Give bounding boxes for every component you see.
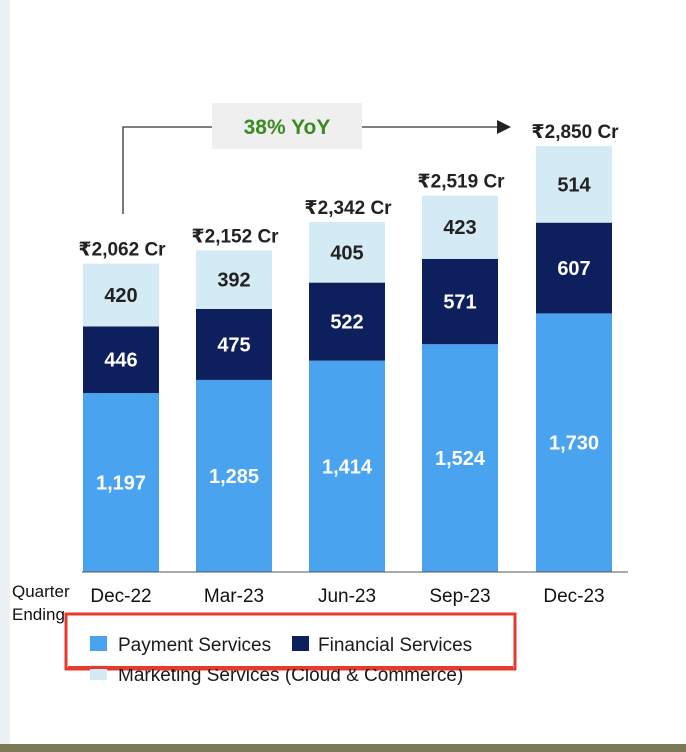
- bar-total-label: ₹2,152 Cr: [191, 226, 279, 247]
- bar-value-label: 571: [443, 292, 476, 314]
- bar-value-label: 392: [217, 270, 250, 292]
- legend-swatch: [90, 636, 107, 651]
- bar-segment: [422, 344, 498, 572]
- bar-segment: [536, 313, 612, 572]
- bar-segment: [309, 222, 385, 283]
- bar-segment: [83, 263, 159, 327]
- bar-segment: [83, 393, 159, 572]
- bar-value-label: 1,730: [549, 433, 599, 455]
- x-tick-label: Jun-23: [318, 586, 376, 607]
- yoy-badge: [212, 103, 362, 149]
- bar-value-label: 514: [557, 174, 591, 196]
- legend-swatch: [292, 636, 309, 651]
- bar-value-label: 607: [557, 258, 590, 280]
- bar-value-label: 423: [443, 217, 476, 239]
- legend-label: Marketing Services (Cloud & Commerce): [118, 665, 463, 686]
- bar-segment: [309, 360, 385, 572]
- bar-value-label: 1,524: [435, 448, 486, 470]
- bar-segment: [309, 282, 385, 361]
- legend-label: Financial Services: [318, 635, 472, 656]
- bar-segment: [422, 195, 498, 259]
- bar-value-label: 1,285: [209, 466, 259, 488]
- yoy-arrow-line: [122, 126, 212, 214]
- bar-value-label: 420: [104, 285, 137, 307]
- x-tick-label: Mar-23: [204, 586, 264, 607]
- bar-segment: [83, 326, 159, 394]
- yoy-annotation: 38% YoY: [244, 116, 331, 139]
- bottom-edge-strip: [0, 744, 686, 752]
- x-axis-title: Ending: [12, 605, 65, 624]
- bar-value-label: 475: [217, 334, 250, 356]
- bar-segment: [196, 379, 272, 572]
- bar-segment: [536, 145, 612, 223]
- legend-label: Payment Services: [118, 635, 271, 656]
- bar-total-label: ₹2,062 Cr: [78, 240, 166, 261]
- bar-total-label: ₹2,519 Cr: [417, 172, 505, 193]
- legend-highlight-box-edge: [68, 666, 513, 669]
- bar-value-label: 522: [330, 312, 363, 334]
- bar-total-label: ₹2,342 Cr: [304, 198, 392, 219]
- x-tick-label: Dec-23: [543, 586, 604, 607]
- left-edge-strip: [0, 0, 10, 752]
- bar-total-label: ₹2,850 Cr: [531, 122, 619, 143]
- bar-value-label: 1,414: [322, 456, 373, 478]
- bar-value-label: 405: [330, 242, 363, 264]
- x-tick-label: Sep-23: [429, 586, 490, 607]
- x-axis-title: Quarter: [12, 582, 70, 601]
- bar-value-label: 446: [104, 350, 137, 372]
- bar-segment: [196, 308, 272, 380]
- bar-segment: [422, 258, 498, 345]
- x-tick-label: Dec-22: [90, 586, 151, 607]
- bar-segment: [536, 222, 612, 314]
- bar-segment: [196, 250, 272, 309]
- yoy-arrow-head: [497, 120, 511, 134]
- bar-value-label: 1,197: [96, 473, 146, 495]
